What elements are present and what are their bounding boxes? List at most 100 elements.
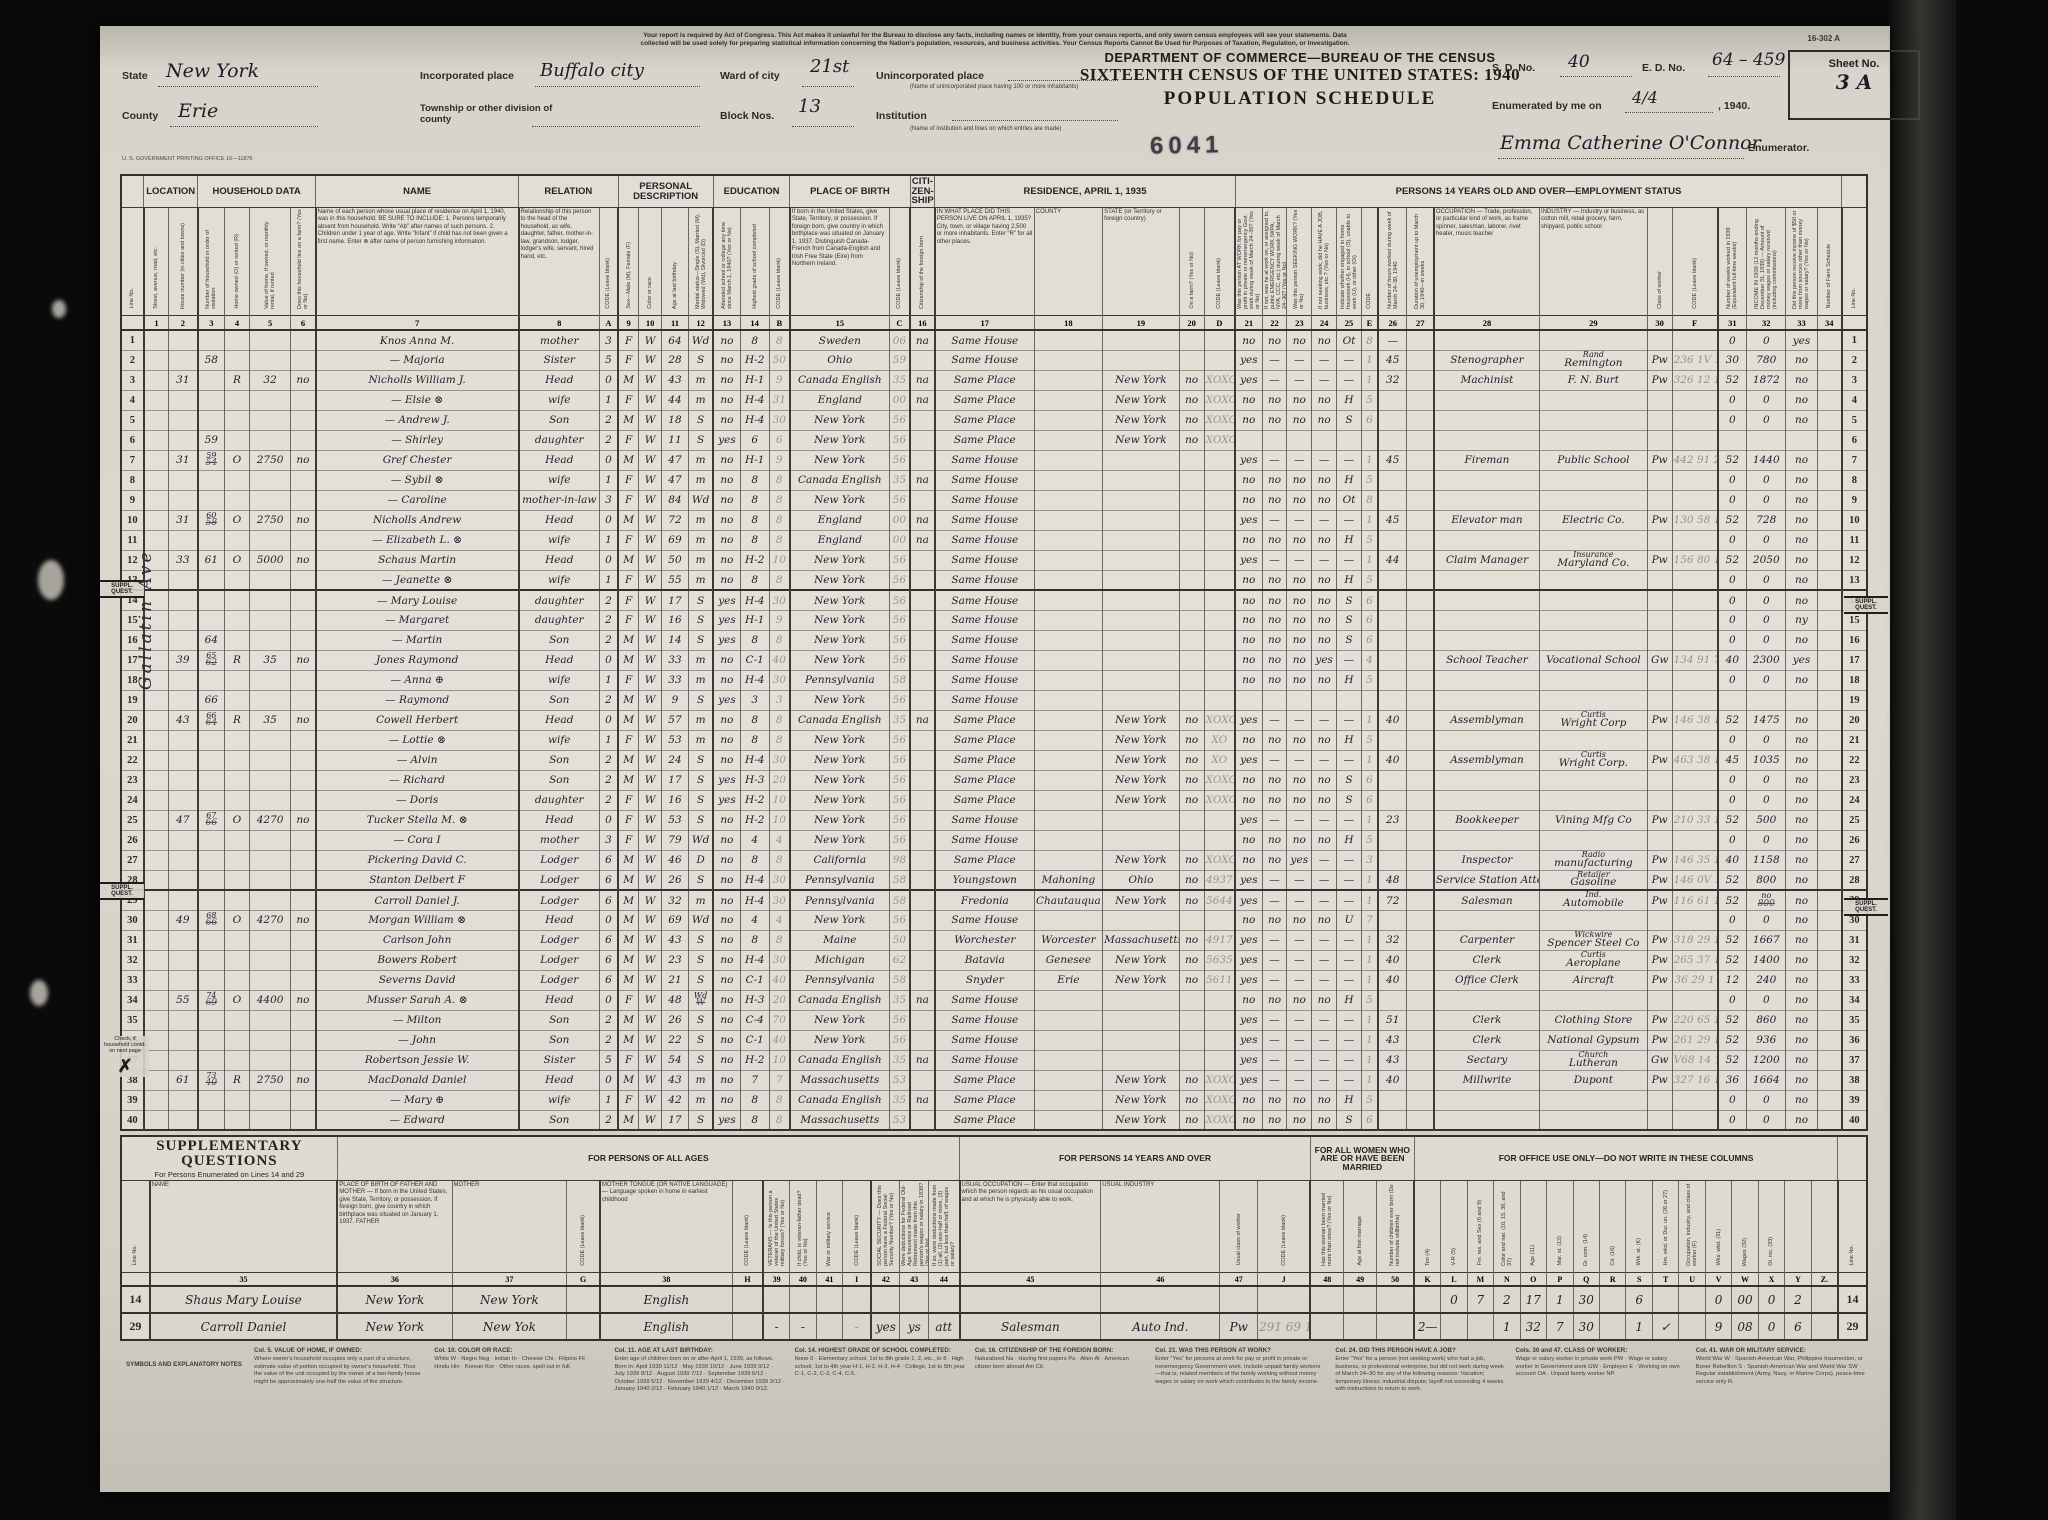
cell-c33: no [1785, 830, 1818, 851]
cell-ten: R [224, 710, 250, 731]
cell-w1: no [1235, 770, 1263, 791]
cell-c31: 0 [1717, 530, 1748, 551]
cell-w1: no [1235, 670, 1263, 691]
cell-a: 6 [599, 950, 619, 971]
cell-w3: no [1286, 670, 1313, 691]
cell-rs [1102, 570, 1180, 591]
cell-a: 6 [599, 970, 619, 991]
cell-sex: M [618, 1030, 640, 1051]
privacy-notice: Your report is required by Act of Congre… [640, 32, 1840, 48]
cell-c27 [1406, 1110, 1435, 1131]
cell-b: 30 [769, 410, 791, 431]
department-title: DEPARTMENT OF COMMERCE—BUREAU OF THE CEN… [1104, 50, 1496, 66]
cell-c27 [1406, 710, 1435, 731]
cell-rel: Head [518, 510, 600, 531]
cell-c32: 800 [1746, 870, 1787, 891]
cell-rel: Lodger [518, 970, 600, 991]
cell-ln: 35 [121, 1010, 145, 1031]
cell-ten [224, 530, 250, 551]
cell-house [168, 889, 199, 911]
cell-farm [290, 870, 317, 891]
cell-P: 1 [1546, 1285, 1574, 1314]
cell-a: 2 [599, 410, 619, 431]
cell-c27 [1406, 330, 1435, 351]
cell-sex: F [618, 610, 640, 631]
cell-farm [290, 790, 317, 811]
cell-W: 08 [1731, 1312, 1759, 1341]
column-number-w5: 25 [1336, 314, 1362, 332]
cell-V: 9 [1705, 1312, 1733, 1341]
cell-lnr: 36 [1841, 1030, 1868, 1051]
cell-ind [1539, 530, 1648, 551]
cell-c31: 52 [1717, 950, 1748, 971]
cell-a: 1 [599, 1090, 619, 1111]
cell-rc: Same House [934, 589, 1035, 611]
cell-ten [224, 390, 250, 411]
cell-ten [224, 670, 250, 691]
cell-w2: — [1262, 450, 1288, 471]
cell-rco [1034, 1010, 1104, 1031]
cell-rel: Head [518, 810, 600, 831]
cell-rco [1034, 350, 1104, 371]
cell-rco [1034, 990, 1104, 1011]
cell-mar: m [688, 1090, 715, 1111]
cell-rf [1179, 450, 1205, 471]
cell-mar: m [688, 370, 715, 391]
cell-rf [1179, 589, 1205, 611]
cell-cls: Pw [1647, 510, 1673, 531]
cell-c: 58 [889, 889, 911, 911]
cell-w1: no [1235, 470, 1263, 491]
table-row: 11— Elizabeth L. ⊗ wife 1 F W 69 m no 8 8 England 0… [121, 530, 1868, 551]
cell-bp: New York [789, 730, 890, 751]
cell-ind [1539, 990, 1648, 1011]
table-row: 29 Carroll Daniel J. Lodger 6 M W 32 m no H-4 30 Pe… [121, 889, 1868, 911]
cell-cit: na [910, 390, 936, 411]
cell-c27 [1406, 430, 1435, 451]
column-number-c32: 32 [1746, 314, 1787, 332]
cell-bp: England [789, 510, 890, 531]
cell-street [143, 510, 170, 531]
cell-cls [1647, 790, 1673, 811]
cell-w1: yes [1235, 1030, 1263, 1051]
cell-visit: 60 58 [197, 510, 226, 531]
cell-name: — Raymond [315, 690, 520, 711]
cell-ind: F. N. Burt [1539, 370, 1648, 391]
column-desc-val: Value of home, if owned, or monthly rent… [249, 207, 292, 316]
column-number-e: E [1361, 314, 1379, 332]
cell-street [143, 990, 170, 1011]
cell-b: 10 [769, 810, 791, 831]
cell-c34 [1817, 350, 1843, 371]
cell-c32: 0 [1746, 1110, 1787, 1131]
column-desc-rs: STATE (or Territory or foreign country) [1102, 207, 1180, 316]
cell-e: 5 [1361, 1090, 1379, 1111]
cell-d: XOXO [1204, 710, 1237, 731]
cell-c34 [1817, 410, 1843, 431]
cell-b: 4 [769, 830, 791, 851]
cell-c31: 0 [1717, 570, 1748, 591]
cell-age: 17 [661, 589, 689, 611]
cell-c31: 52 [1717, 370, 1748, 391]
cell-mar: S [688, 1110, 715, 1131]
cell-rs: Ohio [1102, 870, 1180, 891]
cell-sch: yes [713, 690, 741, 711]
cell-f [1672, 910, 1719, 931]
cell-c33: yes [1785, 330, 1818, 351]
cell-ind: Curtis Wright Corp [1539, 710, 1648, 731]
table-row: 9— Caroline mother-in-law 3 F W 84 Wd no 8 8 New Y… [121, 490, 1868, 511]
cell-v40: - [789, 1312, 817, 1341]
cell-bp: Canada English [789, 1090, 890, 1111]
cell-gr: 8 [740, 330, 770, 351]
cell-w4: — [1311, 1050, 1338, 1071]
cell-f [1672, 690, 1719, 711]
cell-age: 43 [661, 930, 689, 951]
cell-e: 6 [1361, 1110, 1379, 1131]
cell-lnr: 2 [1841, 350, 1868, 371]
cell-house [168, 589, 199, 611]
cell-rf: no [1179, 850, 1205, 871]
cell-ind [1539, 490, 1648, 511]
cell-farm [290, 430, 317, 451]
cell-w2: no [1262, 390, 1288, 411]
cell-ln: 31 [121, 930, 145, 951]
cell-mar: m [688, 889, 715, 911]
